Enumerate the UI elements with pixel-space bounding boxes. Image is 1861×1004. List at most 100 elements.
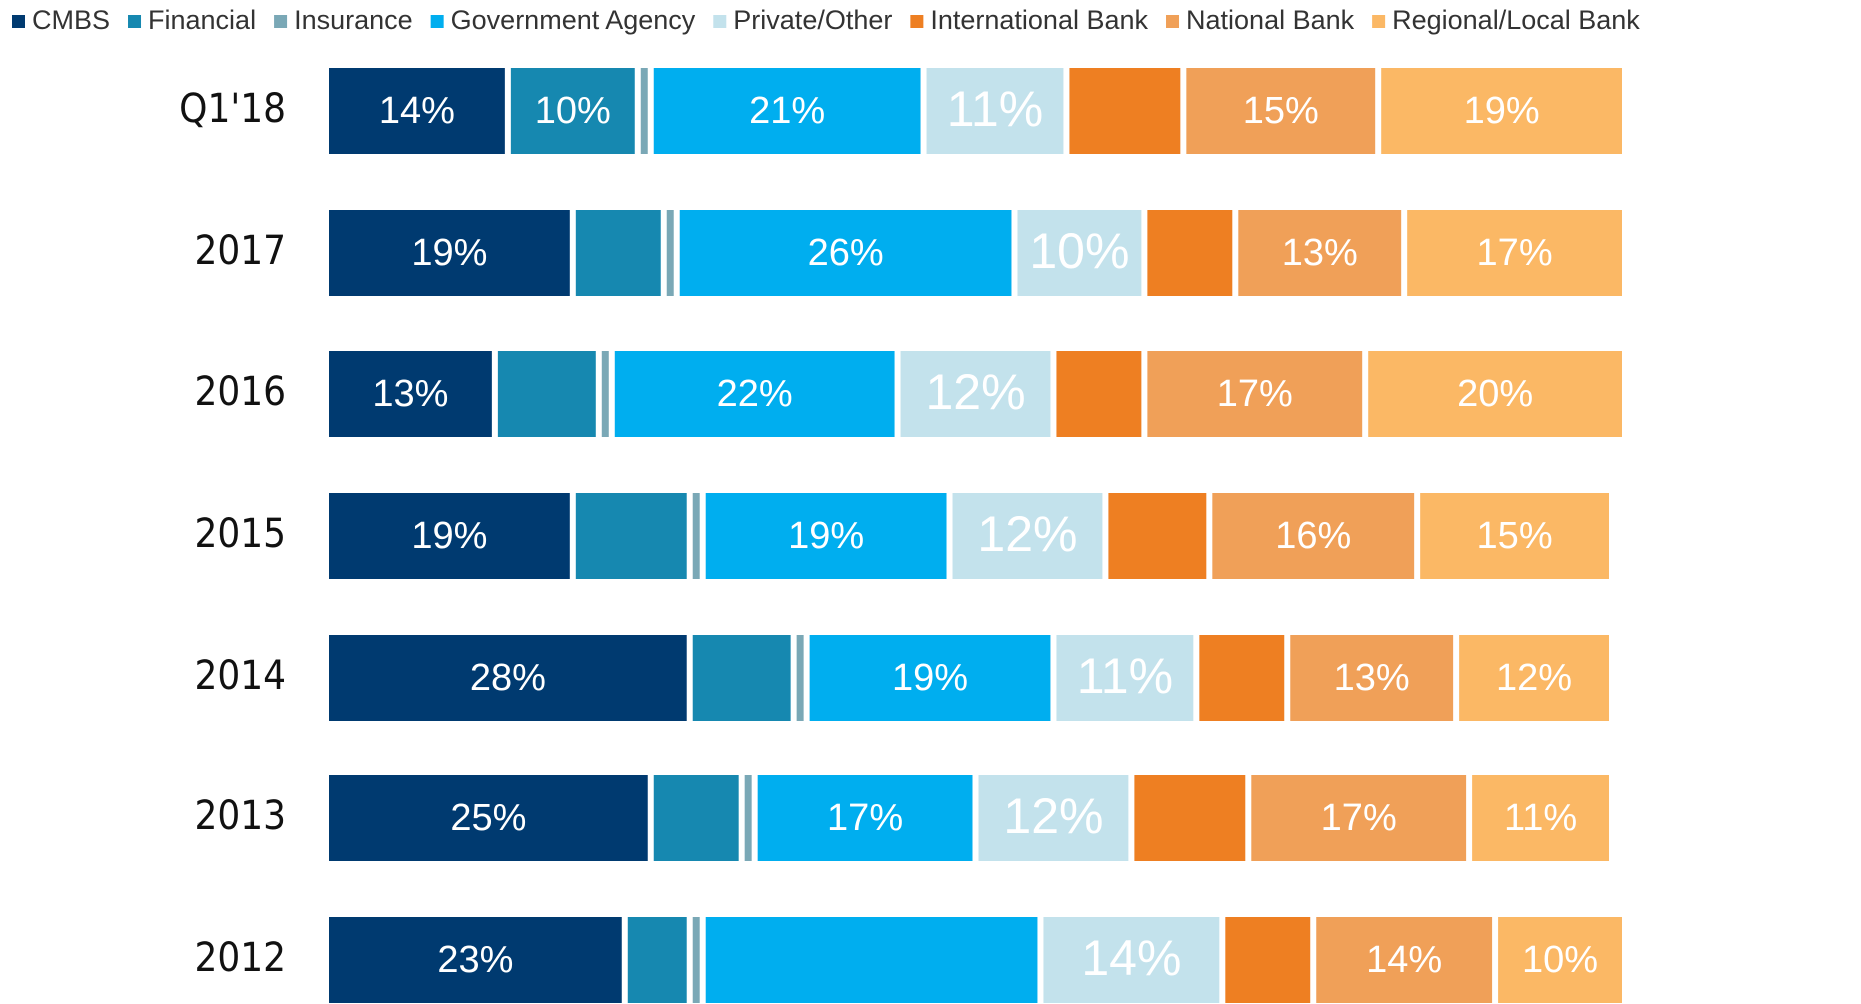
bar-segment: [692, 493, 700, 579]
bar-segment: [510, 68, 635, 154]
legend-label: Regional/Local Bank: [1392, 5, 1640, 35]
bar-segment: [1407, 210, 1622, 296]
bar-segment: [1212, 493, 1415, 579]
legend-label: Government Agency: [451, 5, 696, 35]
legend-label: CMBS: [32, 5, 110, 35]
data-label: 12%: [1003, 788, 1103, 844]
bar-segment: [1186, 68, 1376, 154]
bar-segment: [796, 635, 804, 721]
legend-swatch: [12, 15, 25, 28]
bar-segment: [1368, 351, 1622, 437]
data-label: 12%: [1496, 657, 1572, 699]
bar-segment: [1056, 635, 1194, 721]
bar-segment: [1134, 775, 1246, 861]
bar-segment: [1056, 351, 1142, 437]
y-tick-label: 2016: [194, 369, 286, 415]
y-tick-label: 2017: [194, 228, 286, 274]
bar-segment: [1069, 68, 1181, 154]
legend-swatch: [128, 15, 142, 28]
data-label: 13%: [1282, 232, 1358, 274]
data-label: 10%: [1029, 223, 1129, 279]
bar-segment: [1251, 775, 1467, 861]
bar-segment: [666, 210, 674, 296]
bar-segment: [627, 917, 687, 1003]
bar-segment: [575, 210, 661, 296]
bar-segment: [640, 68, 648, 154]
bar-segment: [329, 351, 492, 437]
data-label: 22%: [717, 373, 793, 415]
data-label: 21%: [749, 90, 825, 132]
legend-label: International Bank: [930, 5, 1148, 35]
data-label: 10%: [535, 90, 611, 132]
legend-swatch: [910, 15, 924, 28]
y-tick-label: 2013: [194, 793, 286, 839]
bar-segment: [1498, 917, 1622, 1003]
data-label: 13%: [372, 373, 448, 415]
data-label: 12%: [977, 506, 1077, 562]
y-tick-label: 2012: [194, 935, 286, 981]
bar-segment: [926, 68, 1064, 154]
legend-label: National Bank: [1186, 5, 1355, 35]
bar-segment: [679, 210, 1012, 296]
data-label: 14%: [379, 90, 455, 132]
legend-swatch: [713, 15, 727, 28]
bar-segment: [329, 68, 505, 154]
legend-swatch: [1372, 15, 1386, 28]
data-label: 11%: [947, 81, 1043, 137]
bar-segment: [497, 351, 596, 437]
legend-swatch: [274, 15, 288, 28]
bar-segment: [329, 917, 622, 1003]
bar-segment: [692, 635, 791, 721]
data-label: 19%: [892, 657, 968, 699]
data-label: 12%: [925, 364, 1025, 420]
data-label: 14%: [1081, 930, 1181, 986]
bar-segment: [1381, 68, 1622, 154]
bar-segment: [329, 493, 570, 579]
data-label: 19%: [411, 515, 487, 557]
data-label: 17%: [827, 797, 903, 839]
bar-segment: [705, 493, 947, 579]
y-tick-label: Q1'18: [179, 86, 286, 132]
data-label: 15%: [1477, 515, 1553, 557]
bar-segment: [809, 635, 1051, 721]
bar-segment: [1147, 210, 1233, 296]
data-label: 16%: [1275, 515, 1351, 557]
data-label: 25%: [450, 797, 526, 839]
bar-segment: [329, 210, 570, 296]
data-label: 26%: [808, 232, 884, 274]
data-label: 11%: [1077, 648, 1173, 704]
bar-segment: [601, 351, 609, 437]
data-label: 17%: [1477, 232, 1553, 274]
legend-label: Private/Other: [733, 5, 892, 35]
data-label: 19%: [788, 515, 864, 557]
bar-segment: [952, 493, 1103, 579]
bar-segment: [692, 917, 700, 1003]
bar-segment: [978, 775, 1129, 861]
data-label: 11%: [1504, 797, 1577, 839]
data-label: 17%: [1321, 797, 1397, 839]
data-label: 14%: [1366, 939, 1442, 981]
legend-label: Financial: [148, 5, 256, 35]
y-tick-label: 2014: [194, 653, 286, 699]
y-tick-label: 2015: [194, 511, 286, 557]
bar-segment: [757, 775, 973, 861]
bar-segment: [900, 351, 1051, 437]
bar-segment: [653, 68, 921, 154]
bar-segment: [1472, 775, 1610, 861]
legend-swatch: [430, 15, 444, 28]
data-label: 28%: [470, 657, 546, 699]
data-label: 13%: [1334, 657, 1410, 699]
bar-segment: [1316, 917, 1493, 1003]
data-label: 20%: [1457, 373, 1533, 415]
bar-segment: [705, 917, 1038, 1003]
data-label: 15%: [1243, 90, 1319, 132]
bar-segment: [744, 775, 752, 861]
data-label: 19%: [411, 232, 487, 274]
bar-segment: [575, 493, 687, 579]
bar-segment: [614, 351, 895, 437]
bar-segment: [329, 635, 687, 721]
bar-segment: [1238, 210, 1402, 296]
bar-segment: [1199, 635, 1285, 721]
bar-segment: [1043, 917, 1220, 1003]
